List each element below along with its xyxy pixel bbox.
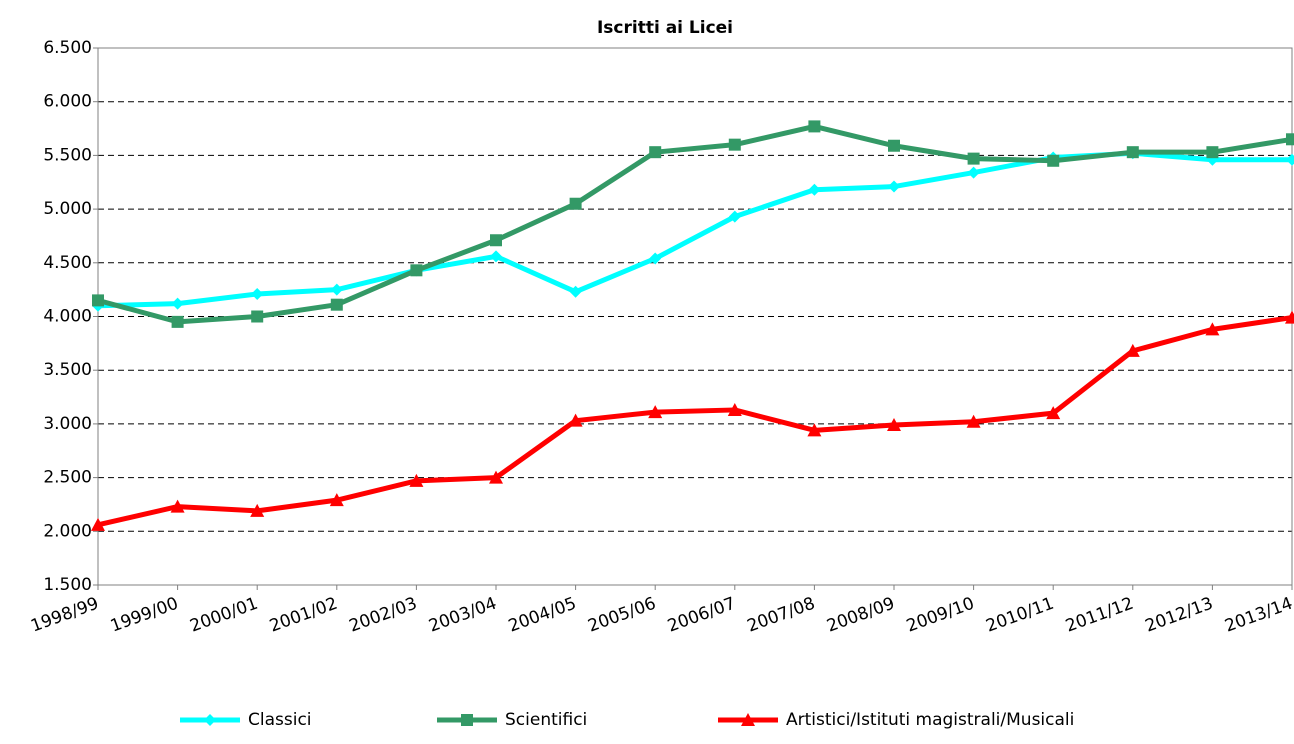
marker — [888, 180, 900, 193]
marker — [171, 315, 184, 328]
marker — [204, 714, 216, 726]
marker — [728, 210, 741, 223]
y-tick-label: 4.500 — [43, 253, 92, 273]
series — [92, 120, 1294, 328]
y-tick-label: 6.500 — [43, 38, 92, 58]
marker — [1205, 322, 1220, 336]
legend-item: Classici — [180, 710, 312, 730]
marker — [490, 234, 502, 247]
marker — [808, 183, 821, 196]
marker — [569, 197, 582, 210]
marker — [649, 146, 662, 159]
marker — [1125, 343, 1140, 357]
series — [91, 310, 1294, 531]
marker — [1286, 153, 1294, 166]
marker — [250, 503, 265, 517]
marker — [490, 250, 502, 263]
marker — [741, 713, 755, 726]
marker — [967, 152, 980, 165]
line — [97, 123, 1293, 325]
x-tick-label: 2008/09 — [824, 594, 897, 637]
line — [97, 315, 1293, 528]
marker — [568, 413, 583, 427]
legend-label: Artistici/Istituti magistrali/Musicali — [786, 710, 1074, 730]
marker — [888, 139, 900, 152]
y-tick-label: 5.500 — [43, 145, 92, 165]
y-tick-label: 3.500 — [43, 360, 92, 380]
y-tick-label: 3.000 — [43, 414, 92, 434]
legend-item: Scientifici — [437, 710, 587, 730]
marker — [648, 405, 663, 419]
marker — [489, 470, 503, 484]
marker — [887, 417, 901, 431]
marker — [727, 402, 742, 416]
x-tick-label: 2005/06 — [585, 594, 658, 637]
x-tick-label: 2003/04 — [426, 594, 499, 637]
legend-label: Classici — [248, 710, 312, 730]
x-tick-label: 1999/00 — [108, 594, 181, 637]
line — [97, 150, 1292, 309]
marker — [1126, 146, 1139, 159]
x-tick-label: 2007/08 — [745, 594, 818, 637]
x-tick-label: 2001/02 — [267, 594, 340, 637]
marker — [966, 414, 981, 428]
marker — [967, 166, 980, 179]
marker — [1285, 310, 1294, 324]
chart-title: Iscritti ai Licei — [597, 18, 733, 38]
x-tick-label: 2009/10 — [904, 594, 977, 637]
x-tick-label: 2010/11 — [983, 594, 1056, 637]
marker — [92, 294, 104, 307]
marker — [91, 517, 105, 531]
marker — [410, 264, 423, 277]
x-tick-label: 2002/03 — [347, 594, 420, 637]
y-tick-label: 4.000 — [43, 307, 92, 327]
x-tick-label: 2004/05 — [506, 594, 579, 637]
y-tick-label: 6.000 — [43, 92, 92, 112]
marker — [569, 285, 582, 298]
series — [92, 147, 1294, 312]
marker — [329, 493, 344, 507]
marker — [170, 499, 185, 513]
y-tick-label: 2.000 — [43, 521, 92, 541]
marker — [649, 252, 662, 265]
marker — [1206, 146, 1219, 159]
marker — [1046, 406, 1061, 420]
marker — [409, 473, 424, 487]
marker — [171, 297, 184, 310]
x-tick-label: 2011/12 — [1063, 594, 1136, 637]
x-tick-label: 2013/14 — [1222, 594, 1294, 637]
marker — [330, 283, 343, 296]
y-tick-label: 1.500 — [43, 575, 92, 595]
x-tick-label: 2006/07 — [665, 594, 738, 637]
legend-label: Scientifici — [505, 710, 587, 730]
marker — [251, 287, 264, 300]
marker — [251, 310, 264, 323]
legend-item: Artistici/Istituti magistrali/Musicali — [718, 710, 1074, 730]
y-tick-label: 5.000 — [43, 199, 92, 219]
marker — [728, 138, 741, 151]
marker — [1047, 154, 1060, 167]
y-tick-label: 2.500 — [43, 468, 92, 488]
marker — [330, 298, 343, 311]
x-tick-label: 2000/01 — [187, 594, 260, 637]
marker — [461, 714, 473, 726]
marker — [1286, 133, 1294, 146]
marker — [807, 423, 822, 437]
x-tick-label: 2012/13 — [1143, 594, 1216, 637]
x-tick-label: 1998/99 — [28, 594, 101, 637]
marker — [808, 120, 821, 133]
